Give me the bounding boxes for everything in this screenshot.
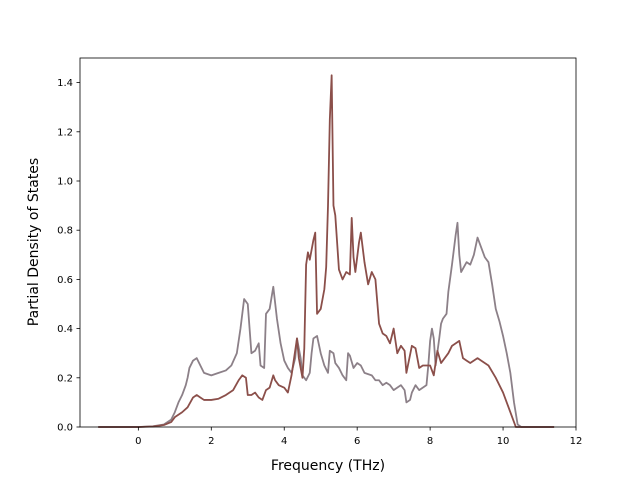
x-tick-label: 12 — [570, 436, 583, 447]
y-tick-label: 1.0 — [57, 177, 73, 188]
y-tick-label: 0.4 — [57, 324, 73, 335]
x-tick-label: 10 — [497, 436, 510, 447]
series-line-1 — [98, 221, 555, 428]
y-tick-label: 0.0 — [57, 423, 73, 434]
series-line-2 — [98, 74, 555, 428]
plot-area-frame — [79, 57, 577, 428]
y-tick-label: 0.2 — [57, 373, 73, 384]
y-tick-label: 0.6 — [57, 275, 73, 286]
x-axis-label: Frequency (THz) — [271, 458, 385, 474]
x-tick-label: 0 — [135, 436, 141, 447]
x-tick-label: 4 — [281, 436, 287, 447]
series-layer — [98, 74, 555, 428]
y-axis-ticks: 0.0 0.2 0.4 0.6 0.8 1.0 1.2 1.4 — [57, 78, 80, 434]
y-tick-label: 0.8 — [57, 226, 73, 237]
x-tick-label: 6 — [354, 436, 360, 447]
y-axis-label: Partial Density of States — [26, 158, 42, 326]
y-tick-label: 1.4 — [57, 78, 73, 89]
x-tick-label: 2 — [208, 436, 214, 447]
x-tick-label: 8 — [427, 436, 433, 447]
y-tick-label: 1.2 — [57, 127, 73, 138]
x-axis-ticks: 0 2 4 6 8 10 12 — [135, 427, 582, 447]
